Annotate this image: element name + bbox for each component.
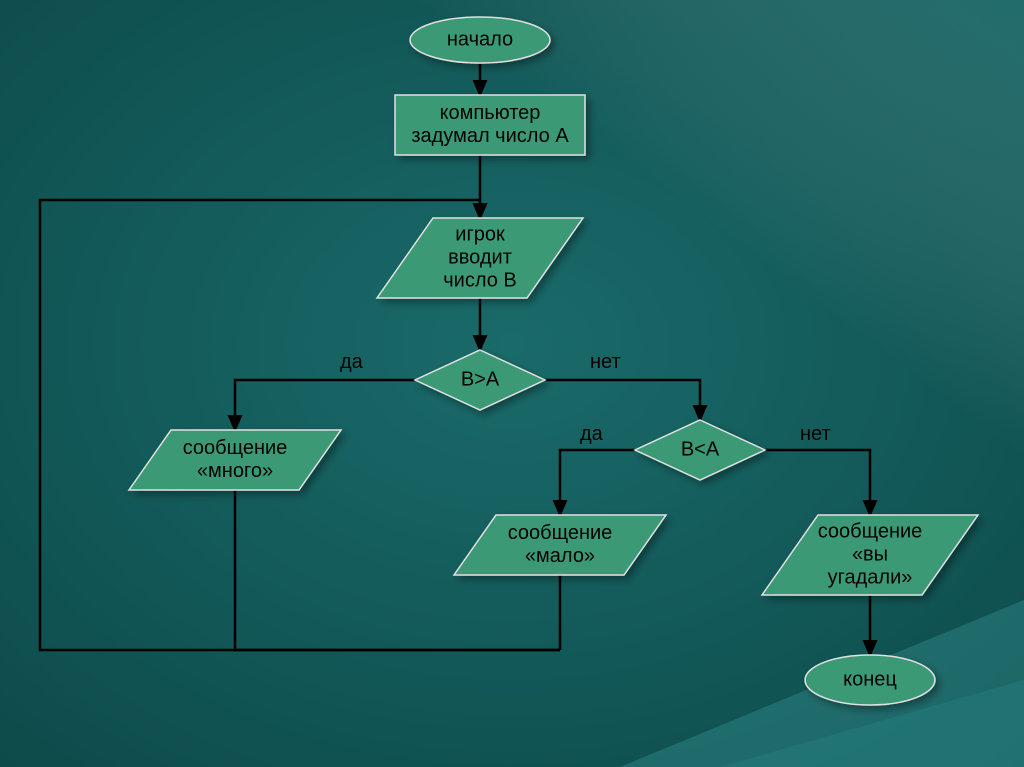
node-label-start: начало (447, 28, 513, 50)
node-label-msg_many: сообщение«много» (183, 437, 288, 482)
svg-text:конец: конец (843, 668, 897, 690)
branch-label-dec1_no: нет (590, 351, 621, 373)
node-label-end: конец (843, 668, 897, 690)
branch-label-dec2_yes: да (580, 423, 604, 445)
branch-label-dec1_yes: да (340, 351, 364, 373)
svg-text:В>А: В>А (461, 368, 500, 390)
branch-label-dec2_no: нет (800, 423, 831, 445)
flowchart-container: началокомпьютерзадумал число Аигроквводи… (0, 0, 1024, 767)
svg-text:В<А: В<А (681, 438, 720, 460)
node-label-dec1: В>А (461, 368, 500, 390)
node-label-dec2: В<А (681, 438, 720, 460)
svg-text:начало: начало (447, 28, 513, 50)
svg-text:сообщение«много»: сообщение«много» (183, 437, 288, 482)
